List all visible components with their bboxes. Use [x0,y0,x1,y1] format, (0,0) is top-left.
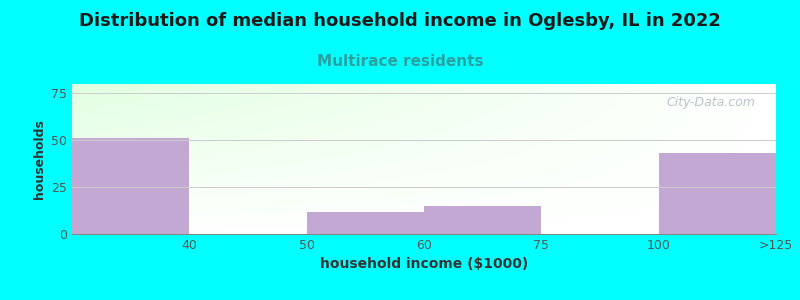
Text: Multirace residents: Multirace residents [317,54,483,69]
Text: City-Data.com: City-Data.com [666,96,755,109]
X-axis label: household income ($1000): household income ($1000) [320,257,528,272]
Y-axis label: households: households [33,119,46,199]
Bar [424,206,542,234]
Bar [72,138,190,234]
Bar [658,153,776,234]
Bar [306,212,424,234]
Text: Distribution of median household income in Oglesby, IL in 2022: Distribution of median household income … [79,12,721,30]
